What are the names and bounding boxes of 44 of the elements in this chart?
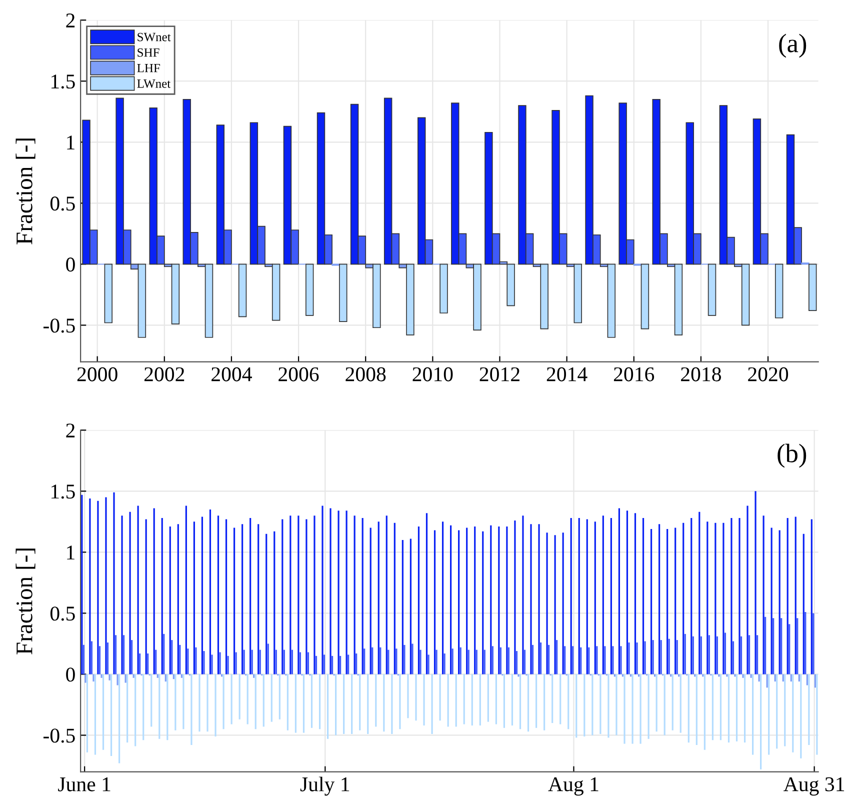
y-tick-label: 1 xyxy=(67,136,74,150)
annotation: (a) xyxy=(779,34,806,58)
y-tick-label: 2 xyxy=(66,424,75,438)
legend-label: SHF xyxy=(138,48,160,57)
bar xyxy=(640,264,650,330)
legend-label: LHF xyxy=(137,64,160,72)
y-tick-label: 0.5 xyxy=(50,606,75,621)
x-tick-label: 2004 xyxy=(212,367,252,382)
y-axis-title: Fraction [-] xyxy=(16,548,36,654)
x-tick-label: Aug 31 xyxy=(784,777,844,796)
bar xyxy=(808,264,817,311)
y-tick-label: 0.5 xyxy=(50,196,75,211)
y-tick-label: 2 xyxy=(66,14,75,28)
x-tick-label: 2008 xyxy=(346,367,386,382)
y-tick-label: 1.5 xyxy=(51,74,75,89)
x-tick-label: June 1 xyxy=(58,777,110,792)
x-tick-label: 2010 xyxy=(412,367,453,382)
x-tick-label: 2012 xyxy=(480,367,520,382)
y-axis-title: Fraction [-] xyxy=(16,138,36,244)
bar xyxy=(339,264,348,322)
annotation: (b) xyxy=(778,444,806,468)
x-tick-label: July 1 xyxy=(300,776,350,796)
bar xyxy=(708,264,716,316)
x-tick-label: 2002 xyxy=(144,367,184,382)
y-tick-label: -0.5 xyxy=(43,318,75,333)
x-tick-label: 2016 xyxy=(614,367,654,382)
x-tick-label: 2014 xyxy=(546,367,588,382)
x-tick-label: 2018 xyxy=(681,367,721,382)
legend-label: SWnet xyxy=(138,32,171,42)
x-tick-label: 2006 xyxy=(278,367,319,382)
y-tick-label: 1 xyxy=(67,546,74,560)
x-tick-label: 2000 xyxy=(77,367,118,382)
legend-label: LWnet xyxy=(137,80,171,88)
y-tick-label: 1.5 xyxy=(51,484,75,499)
y-tick-label: -0.5 xyxy=(43,728,75,743)
y-tick-label: 0 xyxy=(66,668,75,682)
y-tick-label: 0 xyxy=(66,258,75,272)
bar xyxy=(104,264,112,324)
bar xyxy=(440,264,448,314)
x-tick-label: Aug 1 xyxy=(548,777,598,796)
bar xyxy=(238,264,247,318)
x-tick-label: 2020 xyxy=(748,367,788,382)
bar xyxy=(774,264,784,318)
bar xyxy=(305,264,314,316)
